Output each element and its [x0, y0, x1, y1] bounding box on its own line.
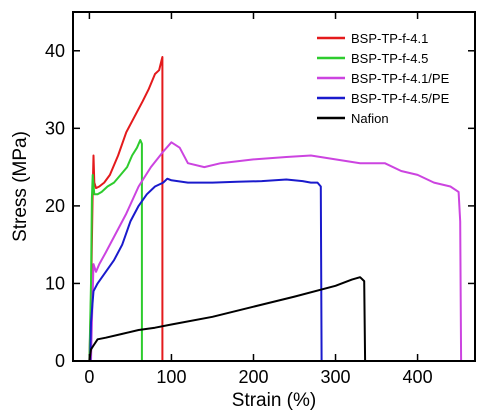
y-tick-label: 40: [45, 41, 65, 61]
y-axis-title: Stress (MPa): [10, 131, 31, 242]
y-tick-label: 20: [45, 196, 65, 216]
ticks-layer: 0 100 200 300 400 0 10 20 30 40: [45, 12, 475, 387]
legend-label-4: BSP-TP-f-4.5/PE: [351, 91, 450, 106]
legend-label-1: BSP-TP-f-4.1: [351, 31, 428, 46]
series-line-1: [88, 56, 164, 362]
series-line-3: [90, 141, 463, 362]
legend: BSP-TP-f-4.1 BSP-TP-f-4.5 BSP-TP-f-4.1/PE B…: [317, 31, 450, 126]
x-tick-label: 300: [321, 367, 351, 387]
series-line-2: [88, 139, 143, 362]
y-tick-label: 0: [55, 351, 65, 371]
series-layer: [88, 56, 463, 362]
series-line-4: [89, 177, 323, 362]
y-tick-label: 10: [45, 273, 65, 293]
legend-label-2: BSP-TP-f-4.5: [351, 51, 428, 66]
x-tick-label: 200: [238, 367, 268, 387]
x-tick-label: 400: [403, 367, 433, 387]
legend-label-5: Nafion: [351, 111, 389, 126]
x-tick-label: 0: [84, 367, 94, 387]
x-tick-label: 100: [156, 367, 186, 387]
x-axis-title: Strain (%): [232, 390, 316, 411]
plot-frame: [72, 11, 476, 362]
series-line-5: [88, 276, 367, 362]
legend-label-3: BSP-TP-f-4.1/PE: [351, 71, 450, 86]
y-tick-label: 30: [45, 118, 65, 138]
